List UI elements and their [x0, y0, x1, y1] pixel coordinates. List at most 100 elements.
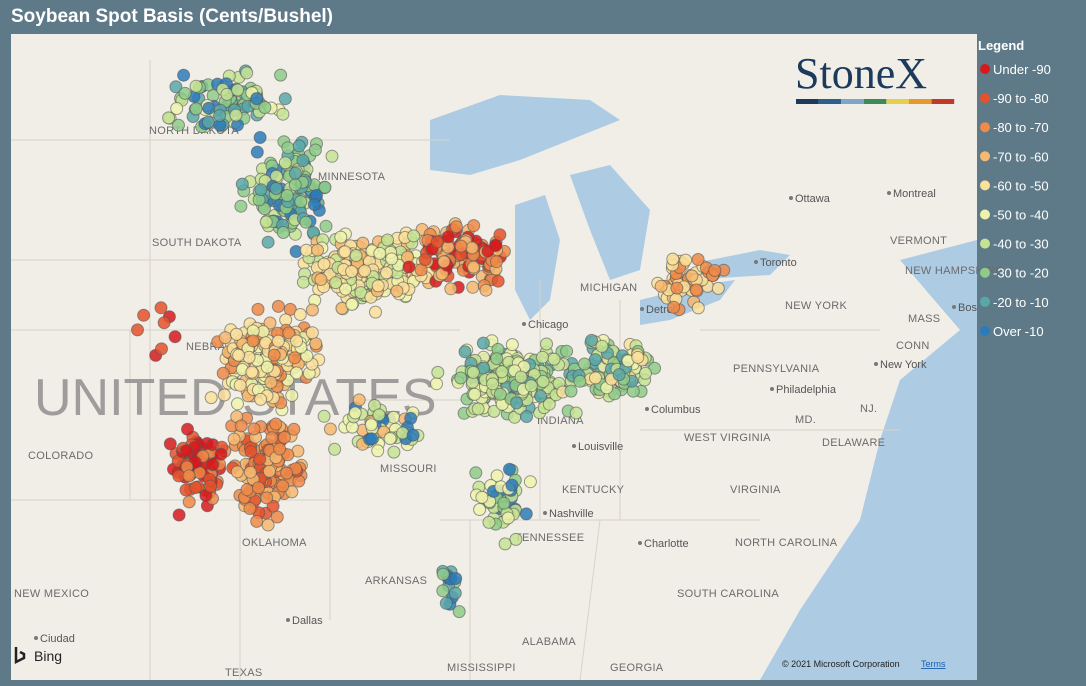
- location-dot: [261, 518, 275, 532]
- legend-label[interactable]: -80 to -70: [993, 120, 1049, 135]
- legend-label[interactable]: -50 to -40: [993, 208, 1049, 223]
- location-dot: [358, 264, 372, 278]
- location-dot: [230, 465, 244, 479]
- location-dot: [172, 508, 186, 522]
- location-dot: [294, 195, 308, 209]
- location-dot: [240, 66, 254, 80]
- location-dot: [265, 431, 279, 445]
- location-dot: [296, 154, 310, 167]
- state-label: TEXAS: [225, 667, 263, 679]
- location-dot: [263, 316, 277, 330]
- location-dot: [542, 397, 556, 411]
- legend-label[interactable]: -20 to -10: [993, 295, 1049, 310]
- location-dot: [230, 327, 243, 341]
- data-points: [131, 64, 731, 619]
- legend-label[interactable]: Over -10: [993, 324, 1044, 339]
- location-dot: [293, 308, 307, 321]
- location-dot: [234, 199, 248, 213]
- location-dot: [178, 86, 192, 100]
- location-dot: [307, 198, 321, 211]
- legend-label[interactable]: -30 to -20: [993, 266, 1049, 281]
- location-dot: [468, 387, 482, 401]
- copyright: © 2021 Microsoft Corporation: [782, 659, 900, 669]
- location-dot: [285, 389, 299, 402]
- city-dot: [952, 305, 956, 309]
- lake-michigan: [515, 195, 560, 320]
- location-dot: [280, 189, 294, 202]
- location-dot: [282, 326, 296, 340]
- state-label: NEW MEXICO: [14, 588, 89, 600]
- location-dot: [278, 156, 292, 170]
- state-label: VERMONT: [890, 235, 947, 247]
- state-label: DELAWARE: [822, 437, 885, 449]
- state-label: PENNSYLVANIA: [733, 363, 820, 375]
- location-dot: [505, 478, 519, 492]
- legend-swatch: [980, 238, 990, 249]
- location-dot: [369, 305, 382, 319]
- location-dot: [519, 507, 533, 521]
- location-dot: [510, 396, 524, 410]
- location-dot: [534, 389, 548, 403]
- location-dot: [292, 139, 306, 153]
- logo-text: StoneX: [795, 49, 927, 98]
- state-label: TENNESSEE: [515, 532, 584, 544]
- location-dot: [454, 371, 468, 385]
- location-dot: [214, 447, 228, 461]
- logo-stripe: [886, 99, 909, 104]
- location-dot: [639, 366, 652, 380]
- location-dot: [231, 397, 244, 411]
- state-label: CONN: [896, 340, 930, 352]
- location-dot: [218, 331, 232, 345]
- location-dot: [352, 393, 366, 407]
- legend-label[interactable]: -70 to -60: [993, 149, 1049, 164]
- location-dot: [206, 458, 220, 472]
- location-dot: [670, 281, 684, 295]
- city-dot: [34, 636, 38, 640]
- city-label: Charlotte: [644, 538, 689, 550]
- city-label: New York: [880, 359, 927, 371]
- location-dot: [288, 166, 302, 180]
- state-label: NORTH CAROLINA: [735, 537, 838, 549]
- legend-swatch: [980, 64, 990, 74]
- location-dot: [271, 334, 285, 348]
- location-dot: [407, 229, 421, 243]
- location-dot: [232, 348, 246, 362]
- location-dot: [497, 496, 511, 510]
- legend-swatch: [980, 180, 990, 191]
- city-label: Montreal: [893, 188, 936, 200]
- location-dot: [371, 279, 385, 293]
- location-dot: [299, 243, 313, 257]
- location-dot: [276, 479, 290, 493]
- location-dot: [524, 379, 538, 393]
- location-dot: [317, 409, 331, 423]
- bing-icon: [14, 647, 26, 665]
- location-dot: [288, 351, 302, 365]
- location-dot: [285, 485, 299, 499]
- location-dot: [467, 219, 481, 233]
- location-dot: [631, 350, 645, 364]
- state-label: MISSISSIPPI: [447, 662, 516, 674]
- state-label: MASS: [908, 313, 940, 325]
- legend-label[interactable]: -60 to -50: [993, 178, 1049, 193]
- location-dot: [536, 375, 550, 388]
- city-dot: [770, 387, 774, 391]
- location-dot: [523, 475, 537, 489]
- ocean: [760, 240, 977, 680]
- terms-link[interactable]: Terms: [921, 659, 946, 669]
- location-dot: [334, 230, 348, 244]
- legend-label[interactable]: -90 to -80: [993, 91, 1049, 106]
- location-dot: [481, 244, 495, 258]
- location-dot: [338, 245, 352, 259]
- location-dot: [547, 352, 561, 366]
- legend-swatch: [980, 151, 990, 162]
- location-dot: [253, 131, 267, 144]
- location-dot: [514, 370, 528, 384]
- location-dot: [328, 442, 342, 456]
- legend-label[interactable]: -40 to -30: [993, 237, 1049, 252]
- location-dot: [252, 481, 265, 495]
- lake-huron: [570, 165, 650, 280]
- location-dot: [216, 366, 230, 380]
- legend-label[interactable]: Under -90: [993, 62, 1051, 77]
- location-dot: [276, 107, 290, 121]
- location-dot: [254, 183, 268, 197]
